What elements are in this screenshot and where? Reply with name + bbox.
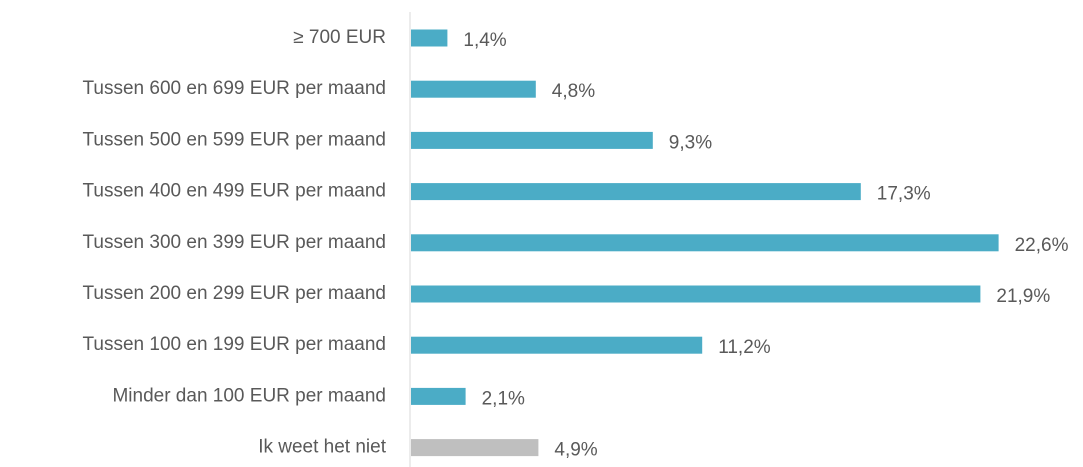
bar (411, 183, 861, 201)
bar (411, 439, 539, 457)
category-label: Tussen 200 en 299 EUR per maand (83, 283, 386, 304)
category-label: Tussen 300 en 399 EUR per maand (83, 232, 386, 253)
value-label: 21,9% (996, 286, 1050, 307)
category-label: Ik weet het niet (258, 437, 387, 458)
bar (411, 29, 448, 47)
value-label: 9,3% (669, 132, 712, 153)
bar (411, 131, 653, 149)
bar (411, 387, 466, 405)
category-label: ≥ 700 EUR (293, 27, 386, 48)
value-label: 11,2% (718, 337, 771, 358)
category-label: Minder dan 100 EUR per maand (112, 385, 386, 406)
category-label: Tussen 600 en 699 EUR per maand (83, 78, 386, 99)
bar (411, 285, 981, 303)
value-label: 17,3% (877, 184, 931, 205)
bar (411, 234, 999, 252)
value-label: 4,9% (554, 440, 597, 461)
bar (411, 336, 703, 354)
category-label: Tussen 100 en 199 EUR per maand (83, 334, 386, 355)
value-label: 1,4% (463, 30, 506, 51)
value-label: 4,8% (552, 81, 595, 102)
value-label: 2,1% (482, 388, 525, 409)
bar (411, 80, 536, 98)
value-label: 22,6% (1015, 235, 1069, 256)
category-label: Tussen 400 en 499 EUR per maand (83, 181, 386, 202)
category-label: Tussen 500 en 599 EUR per maand (83, 129, 386, 150)
